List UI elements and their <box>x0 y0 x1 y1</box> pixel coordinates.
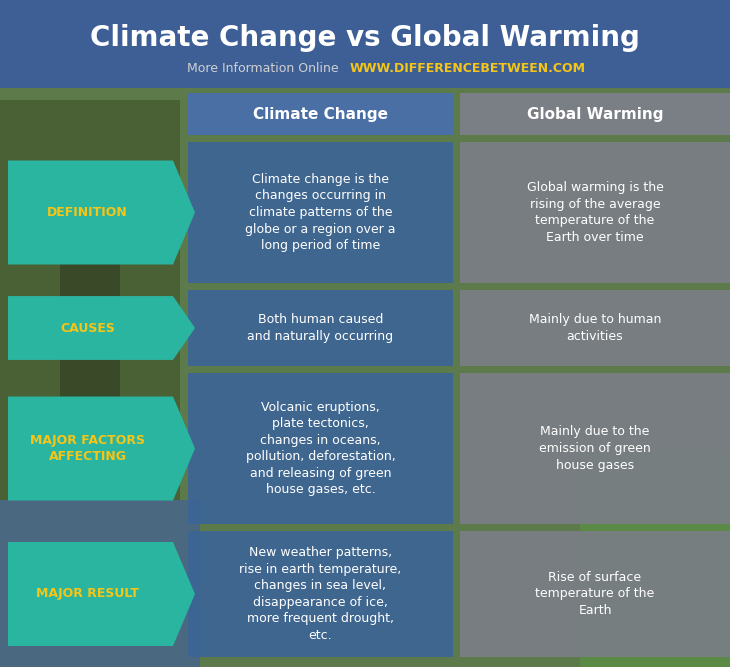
Text: New weather patterns,
rise in earth temperature,
changes in sea level,
disappear: New weather patterns, rise in earth temp… <box>239 546 402 642</box>
Bar <box>0 500 200 667</box>
Bar <box>188 290 453 366</box>
Bar <box>188 142 453 283</box>
Text: Both human caused
and naturally occurring: Both human caused and naturally occurrin… <box>247 313 393 343</box>
Polygon shape <box>8 542 195 646</box>
Text: Rise of surface
temperature of the
Earth: Rise of surface temperature of the Earth <box>535 571 655 617</box>
Text: Global warming is the
rising of the average
temperature of the
Earth over time: Global warming is the rising of the aver… <box>526 181 664 243</box>
Bar <box>0 0 730 88</box>
Text: Mainly due to human
activities: Mainly due to human activities <box>529 313 661 343</box>
Text: MAJOR RESULT: MAJOR RESULT <box>36 588 139 600</box>
Polygon shape <box>8 296 195 360</box>
Bar <box>60 200 120 500</box>
Bar <box>460 142 730 283</box>
Polygon shape <box>8 396 195 500</box>
Bar <box>460 531 730 657</box>
Bar <box>460 373 730 524</box>
Bar <box>188 531 453 657</box>
Text: WWW.DIFFERENCEBETWEEN.COM: WWW.DIFFERENCEBETWEEN.COM <box>349 61 585 75</box>
Text: Climate Change vs Global Warming: Climate Change vs Global Warming <box>90 24 640 52</box>
Text: More Information Online: More Information Online <box>187 61 339 75</box>
Polygon shape <box>8 161 195 265</box>
Bar <box>460 290 730 366</box>
Text: DEFINITION: DEFINITION <box>47 206 128 219</box>
Text: Climate change is the
changes occurring in
climate patterns of the
globe or a re: Climate change is the changes occurring … <box>245 173 396 252</box>
Bar <box>188 93 453 135</box>
Text: MAJOR FACTORS
AFFECTING: MAJOR FACTORS AFFECTING <box>30 434 145 463</box>
Text: Mainly due to the
emission of green
house gases: Mainly due to the emission of green hous… <box>539 426 651 472</box>
Text: Climate Change: Climate Change <box>253 107 388 121</box>
Text: Volcanic eruptions,
plate tectonics,
changes in oceans,
pollution, deforestation: Volcanic eruptions, plate tectonics, cha… <box>245 401 396 496</box>
Bar <box>460 93 730 135</box>
Bar <box>188 373 453 524</box>
Text: Global Warming: Global Warming <box>527 107 664 121</box>
Bar <box>580 450 730 667</box>
Text: CAUSES: CAUSES <box>60 321 115 334</box>
Bar <box>0 100 180 667</box>
